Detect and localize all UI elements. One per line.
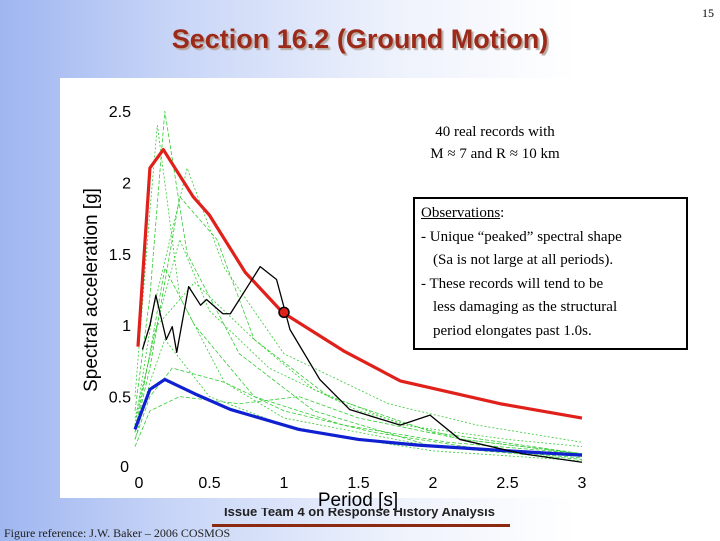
record-line	[134, 338, 583, 462]
x-tick-label: 2.5	[496, 475, 518, 492]
record-line	[134, 125, 583, 457]
y-tick-label: 0.5	[109, 390, 131, 407]
y-tick-label: 1.5	[109, 247, 131, 264]
red-spectrum-line	[136, 147, 583, 420]
record-line	[134, 367, 583, 459]
y-tick-label: 2.5	[109, 104, 131, 121]
observation-line: period elongates past 1.0s.	[433, 322, 592, 339]
y-tick-label: 1	[122, 318, 131, 335]
record-line	[134, 166, 583, 443]
x-axis-label: Period [s]	[318, 490, 398, 511]
record-line	[134, 238, 583, 455]
y-tick-label: 0	[120, 459, 129, 476]
page-number: 15	[702, 6, 714, 20]
x-tick-label: 1.5	[347, 475, 369, 492]
record-line	[134, 396, 583, 455]
record-line	[134, 281, 583, 447]
note-line-1: 40 real records with	[435, 124, 555, 140]
target-marker	[278, 306, 290, 319]
x-tick-label: 0.5	[198, 475, 220, 492]
black-spectrum-line	[141, 266, 583, 463]
figure-reference: Figure reference: J.W. Baker – 2006 COSM…	[4, 526, 231, 540]
record-line	[134, 110, 583, 460]
slide-footer: Issue Team 4 on Response History Analysi…	[224, 508, 495, 519]
observation-line: - These records will tend to be	[421, 275, 604, 292]
y-tick-label: 2	[122, 175, 131, 192]
observations-box: Observations: - Unique “peaked” spectral…	[413, 197, 688, 350]
note-line-2: M ≈ 7 and R ≈ 10 km	[430, 146, 560, 162]
x-tick-label: 1	[280, 475, 289, 492]
colon: :	[500, 205, 505, 221]
x-tick-label: 3	[578, 475, 587, 492]
observation-line: - Unique “peaked” spectral shape	[421, 228, 622, 245]
observation-line: less damaging as the structural	[433, 299, 618, 315]
observation-line: (Sa is not large at all periods).	[433, 252, 614, 268]
blue-spectrum-line	[133, 377, 583, 457]
slide-title: Section 16.2 (Ground Motion)	[171, 24, 549, 54]
x-tick-label: 2	[429, 475, 438, 492]
observations-heading: Observations	[421, 205, 501, 221]
y-axis-label: Spectral acceleration [g]	[81, 188, 102, 392]
footer-rule	[212, 524, 510, 527]
record-line	[134, 195, 583, 455]
records-note: 40 real records with M ≈ 7 and R ≈ 10 km	[405, 121, 585, 165]
x-tick-label: 0	[135, 475, 144, 492]
record-line	[134, 266, 583, 455]
